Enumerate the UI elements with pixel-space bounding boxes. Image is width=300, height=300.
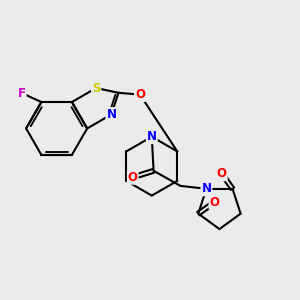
Text: N: N <box>106 108 116 121</box>
Text: N: N <box>147 130 157 143</box>
Text: O: O <box>217 167 227 180</box>
Text: N: N <box>201 182 212 195</box>
Text: F: F <box>18 86 26 100</box>
Text: O: O <box>128 171 138 184</box>
Text: S: S <box>92 82 100 94</box>
Text: O: O <box>135 88 145 101</box>
Text: O: O <box>209 196 219 209</box>
